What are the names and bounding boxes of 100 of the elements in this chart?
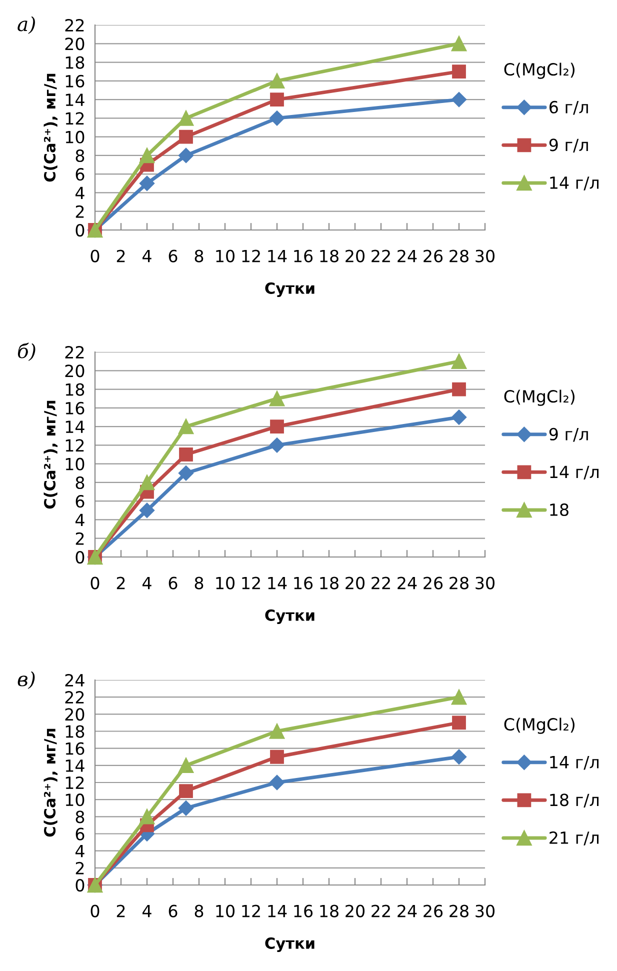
y-axis-title: C(Ca²⁺), мг/л — [44, 728, 58, 837]
point — [270, 420, 284, 434]
legend-label: 6 г/л — [550, 100, 588, 115]
x-tick-label: 8 — [194, 576, 204, 590]
y-tick-label: 22 — [65, 691, 84, 704]
x-tick-label: 0 — [90, 904, 100, 918]
x-tick-label: 2 — [116, 576, 125, 590]
x-tick-label: 22 — [372, 904, 390, 918]
y-axis-title: C(Ca²⁺), мг/л — [44, 400, 58, 509]
y-tick-label: 0 — [76, 224, 84, 237]
x-tick-label: 6 — [168, 576, 178, 590]
x-tick-label: 28 — [450, 576, 468, 590]
point — [178, 148, 194, 164]
point — [178, 758, 194, 774]
point — [139, 176, 155, 191]
y-tick-label: 22 — [65, 346, 84, 358]
x-tick-label: 20 — [346, 250, 364, 262]
legend-label: 9 г/л — [549, 138, 588, 153]
y-tick-label: 10 — [66, 458, 84, 470]
x-tick-label: 12 — [242, 250, 260, 262]
x-tick-label: 22 — [372, 250, 390, 262]
chart-title: в) — [18, 671, 35, 690]
y-tick-label: 20 — [65, 708, 84, 721]
y-tick-label: 6 — [76, 495, 84, 508]
point — [139, 474, 155, 490]
y-tick-label: 4 — [75, 845, 84, 858]
y-tick-label: 2 — [76, 532, 84, 545]
x-tick-label: 28 — [450, 250, 468, 262]
y-tick-label: 16 — [66, 74, 84, 88]
chart-title: б) — [18, 342, 36, 362]
x-tick-label: 20 — [346, 904, 364, 918]
y-tick-label: 18 — [66, 725, 84, 738]
x-axis-title: Сутки — [265, 609, 314, 624]
x-tick-label: 12 — [242, 904, 260, 918]
legend-title: C(MgCl₂) — [504, 390, 574, 406]
x-tick-label: 10 — [216, 576, 234, 590]
point — [269, 774, 285, 790]
point — [269, 438, 285, 453]
y-tick-label: 18 — [66, 383, 84, 396]
point — [178, 418, 194, 434]
legend-label: 21 г/л — [550, 831, 599, 846]
point — [139, 148, 155, 164]
x-tick-label: 18 — [320, 250, 338, 262]
point — [179, 448, 193, 462]
x-tick-label: 16 — [294, 576, 313, 590]
x-tick-label: 24 — [398, 904, 417, 918]
point — [451, 354, 467, 369]
x-tick-label: 28 — [450, 904, 468, 918]
point — [451, 410, 467, 425]
point — [452, 382, 466, 396]
point — [178, 466, 194, 481]
y-tick-label: 16 — [66, 402, 84, 414]
x-tick-label: 26 — [424, 250, 443, 262]
y-tick-label: 6 — [76, 168, 84, 181]
y-tick-label: 4 — [75, 514, 84, 526]
point — [270, 92, 284, 106]
point — [269, 724, 285, 739]
y-tick-label: 14 — [66, 420, 84, 433]
point — [178, 800, 194, 816]
y-tick-label: 22 — [65, 18, 84, 32]
x-tick-label: 26 — [424, 904, 443, 918]
y-tick-label: 24 — [65, 674, 84, 686]
y-tick-label: 8 — [76, 810, 84, 824]
point — [269, 390, 285, 406]
point — [451, 749, 467, 764]
x-axis-title: Сутки — [265, 937, 314, 952]
y-tick-label: 2 — [76, 862, 84, 874]
y-tick-label: 14 — [66, 94, 84, 106]
y-tick-label: 2 — [76, 205, 84, 218]
x-tick-label: 24 — [398, 576, 417, 590]
legend-label: 9 г/л — [549, 428, 588, 442]
x-tick-label: 14 — [268, 904, 287, 918]
x-tick-label: 0 — [90, 576, 100, 590]
y-tick-label: 14 — [66, 760, 84, 772]
y-tick-label: 20 — [65, 364, 84, 378]
legend-label: 18 г/л — [550, 794, 599, 808]
point — [178, 110, 194, 126]
y-tick-label: 6 — [76, 828, 84, 840]
y-tick-label: 12 — [66, 439, 84, 452]
y-tick-label: 4 — [75, 186, 84, 200]
x-tick-label: 2 — [116, 250, 125, 262]
y-tick-label: 12 — [66, 112, 84, 125]
point — [179, 784, 193, 798]
x-tick-label: 30 — [476, 250, 494, 262]
point — [452, 64, 466, 79]
x-tick-label: 30 — [476, 576, 494, 590]
y-tick-label: 12 — [66, 776, 84, 789]
x-tick-label: 30 — [476, 904, 494, 918]
x-tick-label: 20 — [346, 576, 364, 590]
x-tick-label: 4 — [142, 904, 152, 918]
y-tick-label: 18 — [66, 56, 84, 69]
point — [179, 130, 193, 144]
point — [451, 92, 467, 108]
legend-label: 14 г/л — [550, 466, 599, 480]
x-tick-label: 18 — [320, 904, 338, 918]
point — [269, 73, 285, 89]
point — [451, 36, 467, 52]
y-tick-label: 8 — [76, 476, 84, 490]
x-tick-label: 0 — [90, 250, 100, 262]
x-tick-label: 22 — [372, 576, 390, 590]
